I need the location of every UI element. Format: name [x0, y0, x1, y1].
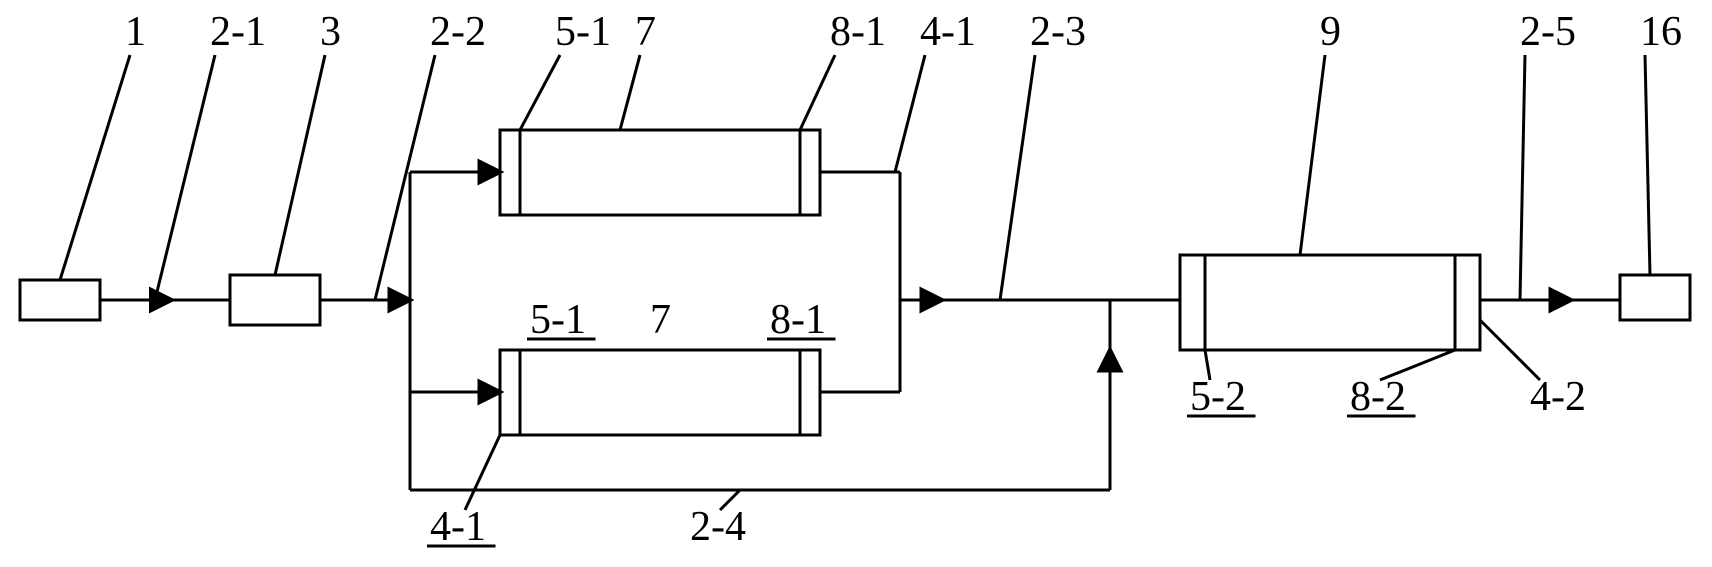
leader-ld8_1 [800, 55, 835, 130]
leader-ld16 [1645, 55, 1650, 275]
label-L4_2: 4-2 [1530, 374, 1586, 420]
label-L3: 3 [320, 9, 341, 55]
label-L8_1b: 8-1 [770, 297, 826, 343]
leader-ld9 [1300, 55, 1325, 255]
leader-ld1 [60, 55, 130, 280]
filter-1 [500, 130, 820, 215]
leader-ld3 [275, 55, 325, 275]
label-L7: 7 [635, 9, 656, 55]
label-L4_1b: 4-1 [430, 504, 486, 550]
label-L5_1: 5-1 [555, 9, 611, 55]
label-L8_2: 8-2 [1350, 374, 1406, 420]
label-L4_1t: 4-1 [920, 9, 976, 55]
box-1 [20, 280, 100, 320]
label-L1: 1 [125, 9, 146, 55]
leader-ld2_2 [375, 55, 435, 300]
label-L2_3: 2-3 [1030, 9, 1086, 55]
label-L2_4: 2-4 [690, 504, 746, 550]
leader-ld4_1b [465, 435, 500, 510]
filter-3 [1180, 255, 1480, 350]
label-L16: 16 [1640, 9, 1682, 55]
label-L5_2: 5-2 [1190, 374, 1246, 420]
filter-2 [500, 350, 820, 435]
label-L7b: 7 [650, 297, 671, 343]
label-L2_2: 2-2 [430, 9, 486, 55]
leader-ld2_3 [1000, 55, 1035, 300]
leader-ld5_1 [520, 55, 560, 130]
diagram-root: 1 2-1 3 2-2 5-1 7 8-1 4-1 2-3 9 2-5 16 5-1 7 8-1 4-1 2-4… [0, 0, 1712, 567]
label-L9: 9 [1320, 9, 1341, 55]
box-16 [1620, 275, 1690, 320]
leader-ld4_2 [1480, 320, 1540, 380]
label-L8_1: 8-1 [830, 9, 886, 55]
box-3 [230, 275, 320, 325]
leader-ld2_1 [155, 55, 215, 300]
leader-ld2_5 [1520, 55, 1525, 300]
leader-ld7 [620, 55, 640, 130]
label-L5_1b: 5-1 [530, 297, 586, 343]
label-L2_5: 2-5 [1520, 9, 1576, 55]
leader-ld4_1t [895, 55, 925, 172]
label-L2_1: 2-1 [210, 9, 266, 55]
